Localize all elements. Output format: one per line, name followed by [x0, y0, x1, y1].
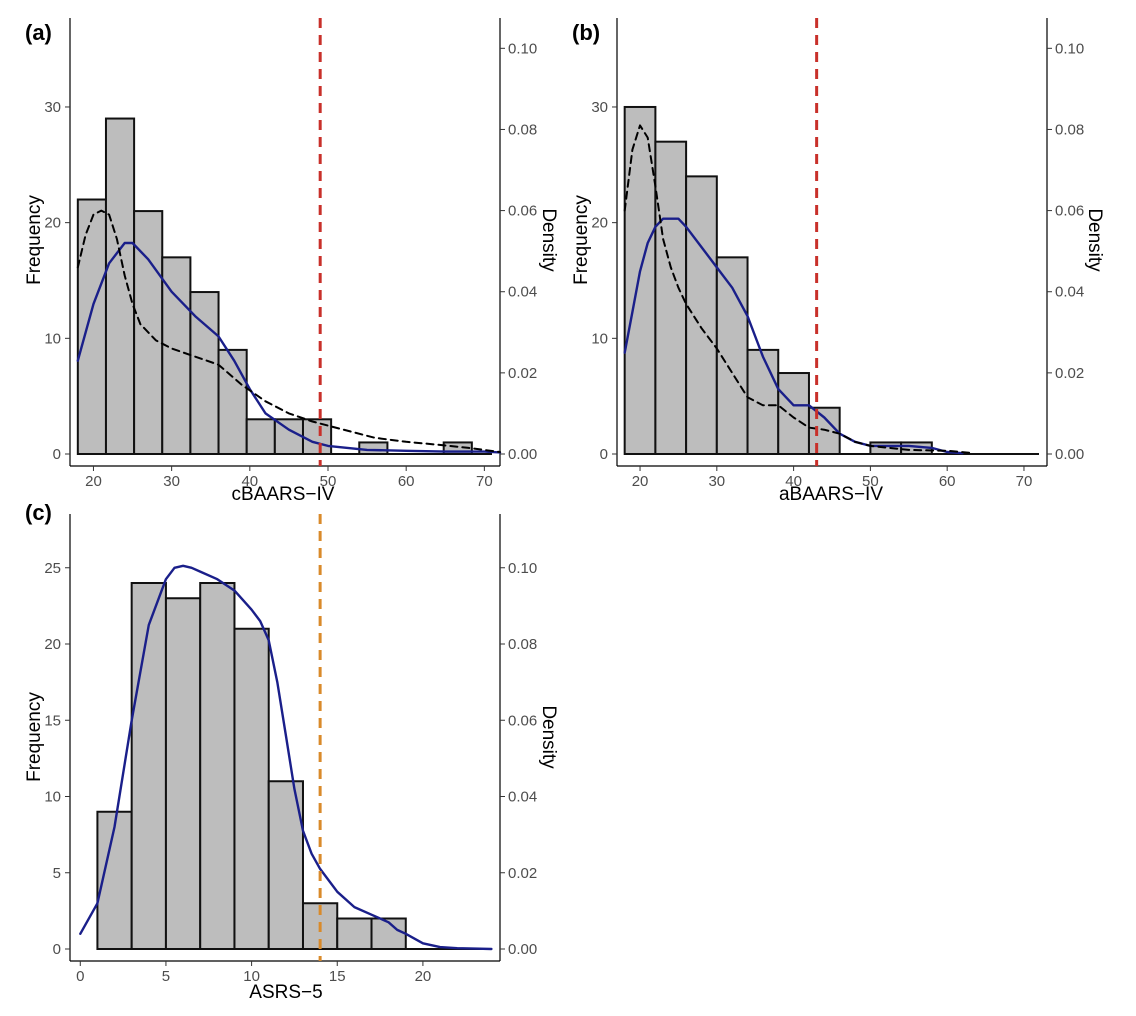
x-tick-label: 20 [415, 968, 432, 985]
x-tick-label: 20 [632, 473, 649, 490]
histogram-bar [245, 418, 276, 456]
y2-tick-label: 0.04 [508, 284, 537, 301]
y2-axis-title: Density [538, 705, 559, 769]
panel-a: (a) Frequency Density cBAARS−IV 0 10 20 30 0… [24, 18, 559, 505]
y-tick-label: 30 [591, 99, 608, 116]
histogram-bar [777, 372, 810, 456]
panel-b: (b) Frequency Density aBAARS−IV 0 10 20 30 0… [571, 18, 1105, 505]
y2-tick-label: 0.08 [508, 121, 537, 138]
histogram-bar [685, 175, 718, 455]
x-axis-title: aBAARS−IV [779, 484, 883, 505]
density-curve-dashed [623, 124, 972, 454]
x-tick-label: 60 [939, 473, 956, 490]
x-tick-label: 20 [85, 473, 102, 490]
x-tick-label: 60 [398, 473, 415, 490]
histogram-bar [161, 256, 192, 455]
histogram-bar [336, 917, 373, 950]
x-tick-label: 30 [163, 473, 180, 490]
histogram-bar [104, 117, 136, 456]
histogram-bar [273, 418, 304, 456]
y-tick-label: 20 [44, 215, 61, 232]
y-axis-title: Frequency [24, 692, 45, 782]
x-tick-label: 70 [1016, 473, 1033, 490]
y2-tick-label: 0.02 [1055, 365, 1084, 382]
x-tick-label: 70 [476, 473, 493, 490]
x-tick-label: 0 [76, 968, 84, 985]
panel-c: (c) Frequency Density ASRS−5 0 5 10 15 20 25 0… [24, 500, 559, 1003]
histogram-bar [199, 582, 236, 950]
y2-tick-label: 0.04 [1055, 284, 1084, 301]
y2-tick-label: 0.04 [508, 789, 537, 806]
y-tick-label: 0 [53, 941, 61, 958]
x-tick-label: 40 [241, 473, 258, 490]
y-tick-label: 0 [53, 446, 61, 463]
histogram-bar [164, 597, 202, 950]
x-tick-label: 10 [243, 968, 260, 985]
y-axis-title: Frequency [571, 195, 592, 285]
y-tick-label: 20 [44, 636, 61, 653]
y2-axis-title: Density [1084, 208, 1105, 272]
panel-label: (c) [25, 500, 52, 525]
histogram-bar [358, 441, 389, 456]
y-tick-label: 0 [600, 446, 608, 463]
x-axis-title: ASRS−5 [249, 982, 322, 1003]
histogram-bar [217, 348, 248, 456]
histogram-bar [807, 406, 841, 456]
y2-tick-label: 0.06 [508, 712, 537, 729]
histogram-bar [746, 348, 780, 456]
y-tick-label: 30 [44, 99, 61, 116]
y-tick-label: 10 [44, 789, 61, 806]
density-curve-dashed [76, 209, 501, 453]
y2-tick-label: 0.10 [508, 40, 537, 57]
x-tick-label: 30 [708, 473, 725, 490]
density-curve-solid [76, 241, 502, 454]
histogram-bar [189, 291, 220, 455]
y2-tick-label: 0.08 [508, 636, 537, 653]
y-tick-label: 10 [44, 330, 61, 347]
y-tick-label: 20 [591, 215, 608, 232]
x-tick-label: 50 [862, 473, 879, 490]
histogram-bar [654, 140, 688, 455]
histogram-bar [130, 582, 167, 950]
y-tick-label: 15 [44, 712, 61, 729]
y2-tick-label: 0.00 [1055, 446, 1084, 463]
x-axis-title: cBAARS−IV [232, 484, 335, 505]
x-tick-label: 15 [329, 968, 346, 985]
y-axis-title: Frequency [24, 195, 45, 285]
y-tick-label: 5 [53, 865, 61, 882]
y2-tick-label: 0.08 [1055, 121, 1084, 138]
y2-tick-label: 0.00 [508, 446, 537, 463]
y-tick-label: 10 [591, 330, 608, 347]
y2-tick-label: 0.06 [1055, 203, 1084, 220]
histogram-bar [233, 627, 270, 950]
panel-label: (a) [25, 20, 52, 45]
y-tick-label: 25 [44, 560, 61, 577]
y2-tick-label: 0.00 [508, 941, 537, 958]
histogram-bar [76, 198, 107, 455]
y2-tick-label: 0.10 [508, 560, 537, 577]
y2-tick-label: 0.06 [508, 203, 537, 220]
x-tick-label: 5 [162, 968, 170, 985]
y2-tick-label: 0.10 [1055, 40, 1084, 57]
histogram-bar [623, 105, 657, 456]
density-curve-solid [79, 564, 493, 951]
y2-axis-title: Density [538, 208, 559, 272]
y2-tick-label: 0.02 [508, 865, 537, 882]
x-tick-label: 50 [320, 473, 337, 490]
y2-tick-label: 0.02 [508, 365, 537, 382]
x-tick-label: 40 [785, 473, 802, 490]
panel-label: (b) [572, 20, 600, 45]
